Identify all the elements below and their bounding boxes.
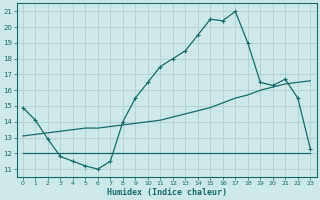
X-axis label: Humidex (Indice chaleur): Humidex (Indice chaleur) xyxy=(107,188,227,197)
